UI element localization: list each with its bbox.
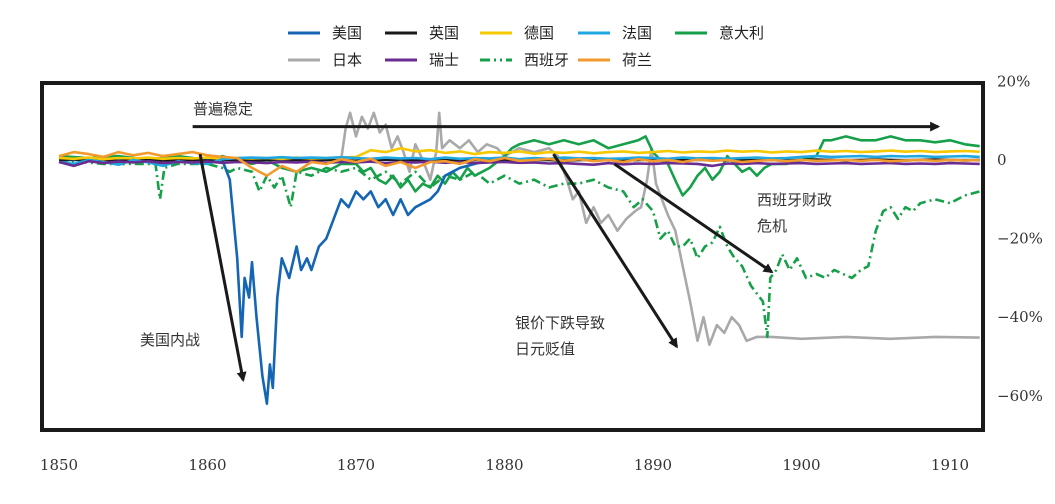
legend-label: 荷兰 (622, 51, 652, 69)
annotation-arrow (198, 153, 247, 383)
legend-label: 西班牙 (524, 51, 569, 69)
x-tick-label: 1870 (337, 456, 375, 474)
x-tick-label: 1910 (931, 456, 969, 474)
series-line-netherlands (58, 150, 980, 177)
series-line-italy (58, 135, 980, 197)
plot-frame (40, 81, 985, 432)
y-tick-label: −40% (997, 308, 1043, 326)
series-line-japan (59, 111, 980, 346)
legend-label: 英国 (429, 24, 459, 42)
series-line-switzerland (58, 159, 980, 168)
annotation-text: 西班牙财政 (757, 191, 832, 209)
legend-item-italy: 意大利 (675, 24, 764, 42)
legend-item-switzerland: 瑞士 (385, 51, 459, 69)
series-line-usa (59, 158, 980, 405)
legend-item-uk: 英国 (385, 24, 459, 42)
annotation-us-civil-war: 美国内战 (140, 153, 247, 383)
y-tick-label: 20% (997, 72, 1030, 90)
legend-item-netherlands: 荷兰 (578, 51, 652, 69)
legend-item-japan: 日本 (288, 51, 362, 69)
annotation-text: 危机 (757, 217, 787, 235)
annotation-text: 普遍稳定 (193, 100, 253, 118)
legend-label: 法国 (622, 24, 652, 42)
x-tick-label: 1850 (40, 456, 78, 474)
series-line-spain (58, 158, 981, 339)
annotation-text: 美国内战 (140, 331, 200, 349)
annotation-text: 日元贬值 (515, 340, 575, 358)
annotation-arrow (552, 153, 679, 349)
series-group (58, 111, 981, 405)
x-tick-label: 1860 (188, 456, 226, 474)
legend-item-france: 法国 (578, 24, 652, 42)
x-tick-label: 1890 (634, 456, 672, 474)
legend-item-usa: 美国 (288, 24, 362, 42)
legend-label: 意大利 (719, 24, 764, 42)
y-axis: 20% 0 −20% −40% −60% (997, 72, 1043, 404)
legend-label: 德国 (524, 24, 554, 42)
x-tick-label: 1900 (782, 456, 820, 474)
annotation-arrow (613, 162, 774, 274)
y-tick-label: 0 (997, 151, 1007, 169)
legend-item-germany: 德国 (480, 24, 554, 42)
legend-label: 瑞士 (429, 51, 459, 69)
legend-label: 美国 (332, 24, 362, 42)
y-tick-label: −20% (997, 230, 1043, 248)
legend-item-spain: 西班牙 (480, 51, 569, 69)
series-line-germany (58, 146, 980, 161)
annotation-text: 银价下跌导致 (515, 314, 605, 332)
legend-label: 日本 (332, 51, 362, 69)
x-tick-label: 1880 (485, 456, 523, 474)
annotation-stable: 普遍稳定 (192, 100, 941, 132)
y-tick-label: −60% (997, 387, 1043, 405)
x-axis: 1850 1860 1870 1880 1890 1900 1910 (40, 456, 969, 474)
